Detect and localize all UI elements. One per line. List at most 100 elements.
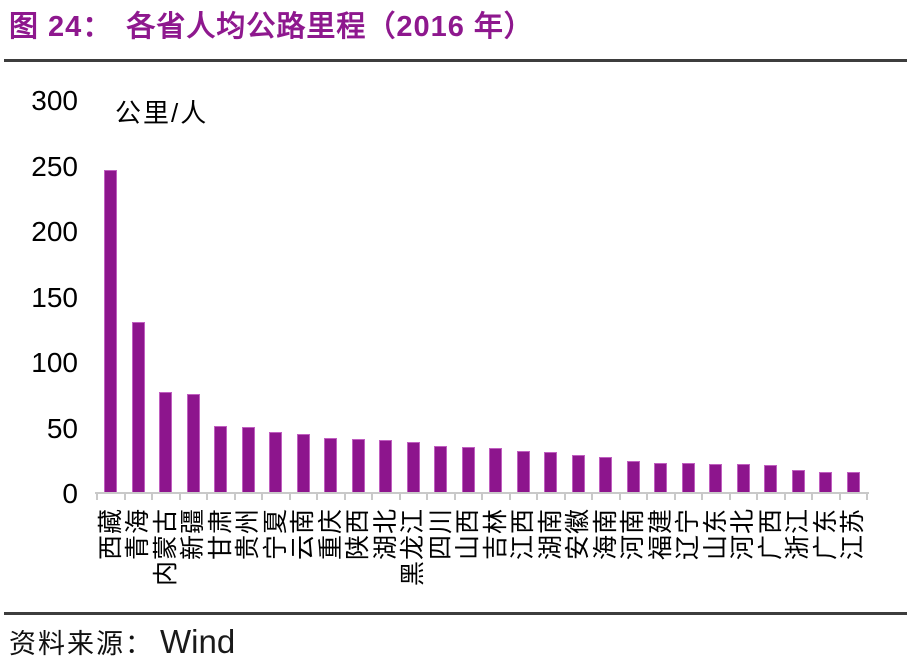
bar [324, 437, 338, 494]
bar [516, 450, 530, 494]
bar [186, 394, 200, 494]
x-axis-tick [838, 493, 841, 500]
x-axis-tick [233, 493, 236, 500]
x-axis-tick [481, 493, 483, 500]
x-axis-tick [371, 493, 373, 500]
bar [406, 441, 420, 494]
x-axis-tick [151, 493, 153, 500]
x-axis-tick [811, 493, 813, 500]
figure-title: 图 24： 各省人均公路里程（2016 年） [9, 10, 534, 44]
bar [241, 427, 255, 494]
title-divider [4, 59, 907, 62]
x-axis-label: 贵州 [234, 508, 263, 561]
x-axis-label: 山西 [454, 508, 483, 561]
bar [654, 462, 668, 494]
y-axis-unit-label: 公里/人 [115, 98, 209, 128]
x-axis-label: 宁夏 [261, 508, 290, 561]
x-axis-tick [508, 493, 511, 500]
bar [544, 452, 558, 494]
x-axis-label: 山东 [701, 508, 730, 561]
x-axis-label: 青海 [124, 508, 153, 561]
source-note: 资料来源： Wind [9, 622, 235, 661]
y-axis-tick-label: 200 [31, 216, 78, 247]
bar [131, 322, 145, 494]
bar [489, 448, 503, 494]
x-axis-label: 辽宁 [674, 508, 703, 561]
bar [791, 470, 805, 494]
x-axis-tick [453, 493, 456, 500]
y-axis-tick-label: 250 [31, 150, 78, 182]
x-axis-label: 重庆 [316, 508, 345, 561]
x-axis-label: 河北 [729, 508, 758, 561]
x-axis-tick [343, 493, 346, 500]
x-axis-label: 安徽 [564, 508, 593, 561]
y-axis-tick-label: 100 [31, 347, 78, 378]
bar [159, 391, 173, 494]
y-axis-tick-label: 300 [31, 85, 78, 116]
x-axis-label: 湖北 [371, 508, 400, 561]
bar [681, 462, 695, 494]
x-axis-tick [783, 493, 786, 500]
x-axis-label: 浙江 [784, 508, 813, 561]
y-axis-tick-label: 150 [31, 281, 78, 313]
bar [269, 432, 283, 494]
x-axis-tick [178, 493, 181, 500]
bar [434, 445, 448, 494]
x-axis-tick [316, 493, 318, 500]
x-axis-label: 黑龙江 [399, 508, 428, 587]
x-axis-label: 江西 [509, 508, 538, 561]
bar [736, 463, 750, 494]
x-axis-label: 云南 [289, 508, 318, 561]
x-axis-label: 陕西 [344, 508, 373, 561]
y-axis-tick-label: 0 [62, 478, 78, 509]
bar [379, 440, 393, 494]
bar [709, 463, 723, 494]
footer-divider [4, 612, 907, 615]
bar [626, 461, 640, 494]
x-axis-tick [96, 493, 98, 500]
bar [571, 454, 585, 494]
bar [819, 471, 833, 494]
x-axis-tick [288, 493, 291, 500]
x-axis-tick [398, 493, 401, 500]
figure-number: 图 24： [9, 11, 113, 43]
bar [351, 438, 365, 494]
x-axis-label: 广东 [811, 508, 840, 561]
x-axis-label: 吉林 [481, 508, 510, 561]
source-label: 资料来源： [9, 629, 154, 659]
x-axis-tick [261, 493, 263, 500]
bar [764, 465, 778, 494]
x-axis-label: 四川 [426, 508, 455, 561]
bar [461, 446, 475, 494]
figure-title-text: 各省人均公路里程（2016 年） [126, 11, 534, 43]
x-axis-label: 西藏 [96, 508, 125, 561]
x-axis-tick [756, 493, 758, 500]
x-axis-label: 甘肃 [206, 508, 235, 561]
x-axis-tick [563, 493, 566, 500]
x-axis-label: 内蒙古 [151, 508, 180, 587]
x-axis-tick [426, 493, 428, 500]
x-axis-label: 新疆 [179, 508, 208, 561]
bar [296, 433, 310, 494]
x-axis-tick [591, 493, 593, 500]
x-axis-tick [701, 493, 703, 500]
x-axis-tick [673, 493, 676, 500]
x-axis-label: 福建 [646, 508, 675, 561]
bar [846, 471, 860, 494]
x-axis-tick [646, 493, 648, 500]
x-axis-label: 湖南 [536, 508, 565, 561]
bar [599, 457, 613, 494]
x-axis-tick [123, 493, 126, 500]
bar [104, 170, 118, 494]
x-axis-tick [618, 493, 621, 500]
bar [214, 425, 228, 494]
y-axis-tick-label: 50 [46, 412, 78, 444]
x-axis-tick [866, 493, 868, 500]
x-axis-tick [206, 493, 208, 500]
x-axis-tick [728, 493, 731, 500]
x-axis-tick [536, 493, 538, 500]
x-axis-label: 江苏 [839, 508, 868, 561]
x-axis-label: 河南 [619, 508, 648, 561]
source-value: Wind [160, 623, 236, 660]
